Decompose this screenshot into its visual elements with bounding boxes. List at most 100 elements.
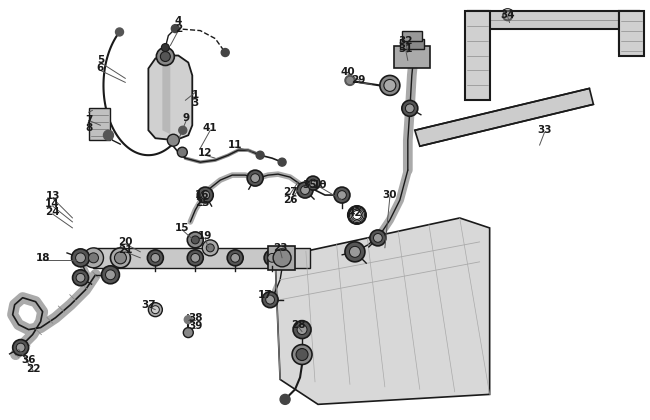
Polygon shape [468,10,488,95]
Circle shape [179,126,187,134]
Text: 8: 8 [85,123,92,133]
Circle shape [111,248,131,268]
Circle shape [151,253,160,262]
Circle shape [345,76,355,85]
Circle shape [347,77,353,84]
Circle shape [116,28,124,36]
Text: 32: 32 [398,36,413,45]
Circle shape [177,147,187,157]
Text: 10: 10 [313,180,327,190]
Circle shape [280,394,290,404]
Circle shape [384,79,396,92]
Text: 7: 7 [84,116,92,125]
Circle shape [374,234,382,242]
Text: 24: 24 [46,207,60,217]
Circle shape [114,252,127,264]
Circle shape [264,250,280,266]
Text: 31: 31 [398,44,413,53]
Text: 6: 6 [97,63,104,73]
Circle shape [251,174,259,183]
Circle shape [370,230,386,246]
Polygon shape [619,10,644,55]
Polygon shape [402,31,422,41]
Circle shape [88,253,99,263]
Text: 18: 18 [35,253,50,263]
Circle shape [247,170,263,186]
Text: 38: 38 [188,312,203,323]
Circle shape [16,343,25,352]
Text: 19: 19 [198,231,213,241]
Circle shape [309,179,317,187]
Text: 29: 29 [351,76,365,85]
Circle shape [221,49,229,57]
Text: 4: 4 [175,16,182,26]
Circle shape [380,76,400,95]
Circle shape [101,266,120,284]
Circle shape [256,151,264,159]
Circle shape [273,249,291,267]
Circle shape [148,250,163,266]
Circle shape [297,182,313,198]
Text: 30: 30 [383,190,397,200]
Circle shape [262,292,278,308]
Text: 36: 36 [21,354,36,365]
Circle shape [72,249,90,267]
Circle shape [296,349,308,360]
Circle shape [167,134,179,146]
Text: 26: 26 [283,195,297,205]
Circle shape [502,10,513,21]
Circle shape [268,253,276,262]
Circle shape [278,158,286,166]
Text: 35: 35 [303,180,317,190]
Circle shape [197,187,213,203]
Text: 23: 23 [273,243,287,253]
Text: 2: 2 [175,24,182,34]
Text: 40: 40 [341,68,356,77]
Text: 42: 42 [348,208,362,218]
Circle shape [206,244,215,252]
Polygon shape [275,218,489,404]
Text: 9: 9 [183,113,190,123]
Circle shape [73,270,88,286]
Circle shape [12,340,29,355]
Polygon shape [394,45,430,68]
Circle shape [191,253,200,262]
Circle shape [83,248,103,268]
Text: 15: 15 [175,223,190,233]
Text: 39: 39 [188,320,202,331]
Polygon shape [415,88,593,146]
Circle shape [504,13,511,18]
Circle shape [183,328,193,338]
Text: 28: 28 [291,320,306,330]
Text: 22: 22 [27,365,41,375]
Polygon shape [162,66,170,134]
Circle shape [157,47,174,66]
Circle shape [334,187,350,203]
Text: 34: 34 [500,10,515,20]
Text: 16: 16 [195,190,209,200]
Circle shape [151,306,159,314]
Circle shape [406,104,414,113]
Circle shape [201,191,210,200]
Text: 33: 33 [538,125,552,135]
Text: 14: 14 [46,199,60,209]
Circle shape [337,191,346,200]
Text: 17: 17 [258,290,272,300]
Text: 3: 3 [192,98,199,108]
Circle shape [402,100,418,116]
Circle shape [161,52,170,61]
Polygon shape [465,10,489,100]
Text: 25: 25 [195,198,209,208]
Polygon shape [120,248,310,268]
Polygon shape [468,10,640,29]
Polygon shape [619,10,640,50]
Polygon shape [400,39,424,49]
Text: 12: 12 [198,148,213,158]
Circle shape [187,250,203,266]
Circle shape [227,250,243,266]
Circle shape [292,344,312,365]
Text: 13: 13 [46,191,60,201]
Circle shape [185,316,192,324]
Circle shape [103,130,114,140]
Text: 11: 11 [228,140,242,150]
